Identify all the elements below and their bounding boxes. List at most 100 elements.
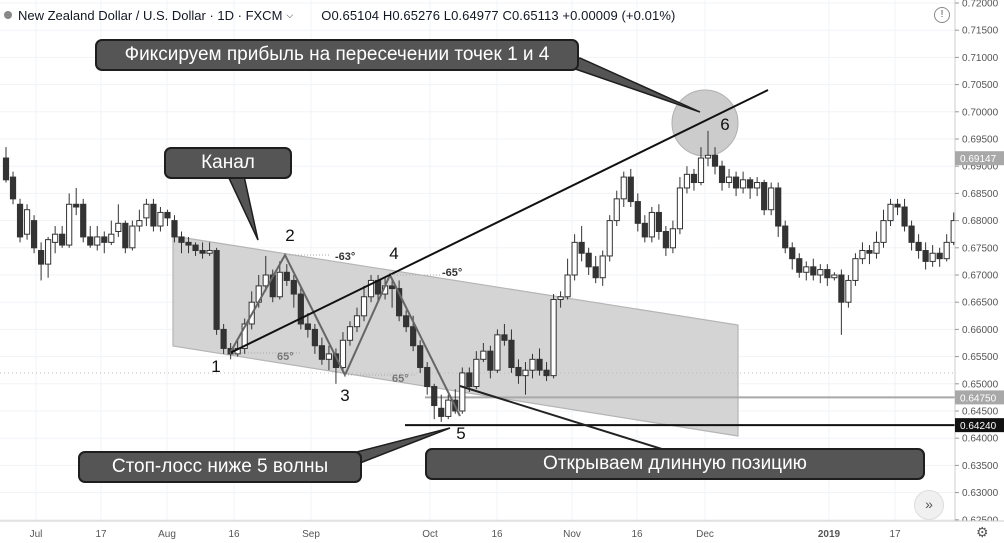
candle-body <box>732 176 740 189</box>
candle <box>30 215 38 254</box>
y-tick-label: 0.68500 <box>962 189 999 200</box>
candle-body <box>866 250 873 254</box>
candle <box>922 242 929 270</box>
candle-body <box>150 203 157 227</box>
candle <box>571 234 578 281</box>
candle-body <box>157 211 164 227</box>
candle-body <box>2 157 10 181</box>
candle-body <box>473 358 480 388</box>
candle <box>417 340 424 373</box>
candle-body <box>641 222 648 238</box>
candle <box>45 236 52 278</box>
candle <box>311 323 318 354</box>
candle <box>213 247 220 335</box>
candle-body <box>571 241 578 276</box>
candle <box>803 261 810 281</box>
info-icon[interactable]: ! <box>934 7 950 23</box>
gear-icon[interactable]: ⚙ <box>976 524 989 540</box>
candle-body <box>52 233 59 243</box>
candle-body <box>185 241 192 246</box>
candle-body <box>290 279 297 295</box>
candle-body <box>346 326 354 341</box>
y-tick-label: 0.67500 <box>962 243 999 254</box>
scroll-to-realtime-button[interactable]: » <box>914 490 944 520</box>
candle <box>866 245 873 265</box>
candle-body <box>122 222 129 249</box>
time-axis[interactable]: Jul 17 Aug 16 Sep Oct 16 Nov 16 Dec 2019 17 <box>0 520 1004 543</box>
candle-body <box>466 372 473 388</box>
candle <box>782 220 789 254</box>
candle-body <box>810 266 817 276</box>
candle <box>669 220 676 254</box>
candle <box>206 242 213 256</box>
x-tick-label: 16 <box>228 529 240 540</box>
candlestick-series <box>2 130 978 422</box>
candle-body <box>824 269 831 279</box>
candle-body <box>796 258 803 273</box>
candle <box>9 171 17 205</box>
candle-body <box>410 326 417 347</box>
candle-body <box>136 220 143 227</box>
callout-open-long: Открываем длинную позицию <box>425 448 925 480</box>
candle-body <box>424 366 431 388</box>
price-label: 0.64750 <box>960 393 997 404</box>
candle-body <box>592 266 599 279</box>
candle-body <box>16 203 24 238</box>
candle <box>599 250 606 286</box>
candle-body <box>241 323 248 349</box>
candle <box>761 179 768 216</box>
candle-body <box>845 279 852 303</box>
candle <box>108 220 115 246</box>
candle <box>66 193 73 248</box>
candle-body <box>101 236 108 243</box>
candle <box>740 171 747 194</box>
chevron-down-icon[interactable]: ⌵ <box>286 9 294 20</box>
candle-body <box>655 211 662 232</box>
candle-body <box>620 176 627 200</box>
candle <box>683 166 691 194</box>
candle-body <box>403 315 410 328</box>
x-tick-label: 2019 <box>818 529 841 540</box>
candle <box>564 258 571 300</box>
candle-body <box>480 350 487 360</box>
candle-body <box>690 173 698 184</box>
candle-body <box>494 334 501 371</box>
x-tick-label: 16 <box>631 529 643 540</box>
candle <box>606 215 613 262</box>
candle <box>290 275 297 308</box>
candle <box>536 348 543 376</box>
candle-body <box>192 244 199 252</box>
candle-body <box>761 182 768 211</box>
x-tick-label: 16 <box>491 529 503 540</box>
angle-label: -63° <box>335 251 355 263</box>
candle <box>747 177 754 199</box>
angle-label: -65° <box>442 267 462 279</box>
candle-body <box>803 266 810 273</box>
candle-body <box>578 241 585 254</box>
candle-body <box>304 323 311 330</box>
candle-body <box>206 250 213 254</box>
candle <box>796 253 803 278</box>
y-tick-label: 0.72000 <box>962 0 999 10</box>
candle <box>908 220 915 251</box>
candle-body <box>915 241 922 252</box>
candle-body <box>747 179 754 189</box>
candle-body <box>501 334 508 341</box>
candle-body <box>669 228 676 249</box>
candle-body <box>543 369 550 377</box>
price-label: 0.69147 <box>960 154 997 165</box>
candle <box>845 275 852 308</box>
candle <box>220 323 227 354</box>
symbol-title[interactable]: New Zealand Dollar / U.S. Dollar · 1D · … <box>4 8 293 23</box>
candle-body <box>213 250 220 330</box>
y-tick-label: 0.70500 <box>962 80 999 91</box>
price-axis[interactable]: 0.72000 0.71500 0.71000 0.70500 0.70000 0.695… <box>954 0 1004 526</box>
candle-body <box>789 247 796 260</box>
candle-body <box>768 187 775 211</box>
candle <box>494 329 501 373</box>
candle-body <box>283 271 290 281</box>
candle <box>543 362 550 382</box>
candle <box>718 160 726 191</box>
candle <box>775 182 782 237</box>
